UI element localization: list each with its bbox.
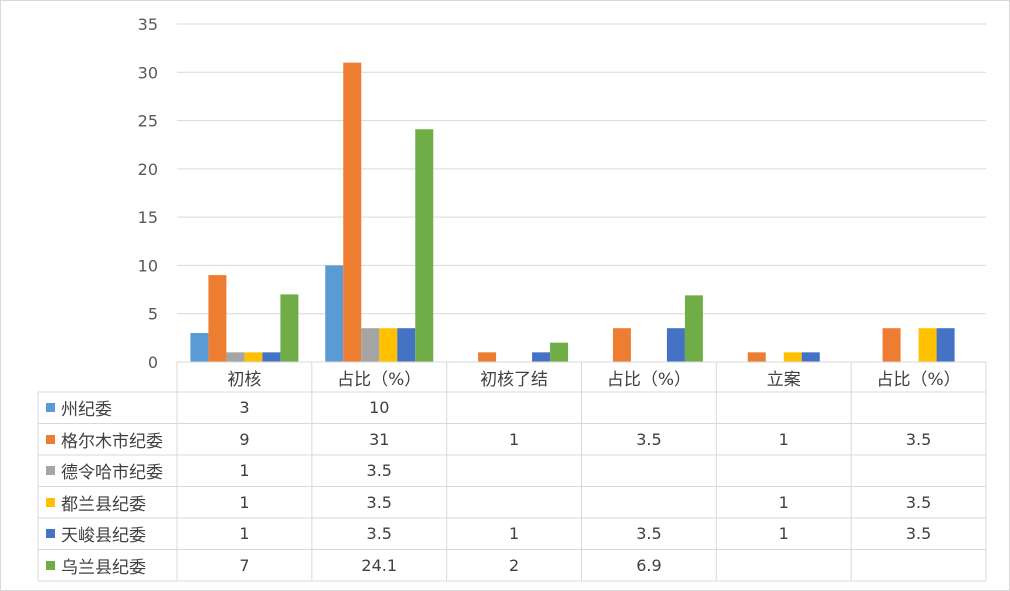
category-label: 占比（%） (606, 369, 691, 390)
data-label (716, 392, 851, 424)
series-name: 都兰县纪委 (61, 494, 146, 515)
bar-1-4 (397, 328, 416, 362)
data-label: 3 (239, 398, 250, 418)
data-label (447, 455, 582, 487)
data-label (582, 487, 717, 519)
data-label: 31 (369, 429, 390, 449)
legend-entry: 州纪委 (38, 392, 177, 424)
data-label (447, 487, 582, 519)
data-label: 2 (508, 555, 520, 575)
bar-0-3 (244, 352, 263, 362)
bar-5-4 (936, 328, 955, 362)
category-label: 立案 (766, 369, 801, 390)
data-label: 6.9 (636, 555, 662, 575)
y-tick-label: 25 (138, 112, 158, 131)
bar-2-4 (532, 352, 551, 362)
data-label: 1 (239, 461, 250, 481)
bar-5-1 (882, 328, 901, 362)
y-tick-label: 5 (148, 305, 158, 324)
data-label: 1 (778, 492, 789, 512)
data-label (716, 550, 851, 582)
bar-0-5 (280, 294, 299, 362)
legend-swatch (46, 529, 55, 539)
legend-entry: 格尔木市纪委 (38, 424, 177, 456)
y-tick-label: 35 (138, 15, 158, 34)
data-label: 3.5 (366, 492, 392, 512)
bar-0-2 (226, 352, 245, 362)
data-label: 1 (239, 524, 250, 544)
data-label: 1 (508, 429, 520, 449)
bar-0-4 (262, 352, 281, 362)
y-tick-label: 20 (138, 160, 158, 179)
data-label: 1 (778, 429, 789, 449)
bar-1-0 (325, 265, 344, 362)
data-label (447, 392, 582, 424)
data-label: 3.5 (636, 429, 662, 449)
data-label (582, 392, 717, 424)
data-label (582, 455, 717, 487)
legend-swatch (46, 434, 55, 444)
data-label: 3.5 (366, 524, 392, 544)
legend-entry: 都兰县纪委 (38, 487, 177, 519)
series-name: 州纪委 (61, 400, 112, 421)
bar-3-5 (684, 295, 703, 362)
bar-1-1 (343, 62, 362, 362)
data-label: 1 (778, 524, 789, 544)
y-tick-label: 15 (138, 208, 158, 227)
data-label: 3.5 (905, 524, 932, 544)
data-label: 7 (239, 555, 250, 575)
y-tick-label: 10 (138, 256, 158, 275)
legend-entry: 德令哈市纪委 (38, 455, 177, 487)
data-label: 10 (369, 398, 390, 418)
bar-1-5 (415, 129, 434, 362)
bar-3-4 (666, 328, 685, 362)
bar-0-1 (208, 275, 227, 362)
data-label: 1 (508, 524, 520, 544)
series-name: 格尔木市纪委 (61, 431, 163, 452)
bar-2-1 (478, 352, 497, 362)
bar-4-3 (783, 352, 802, 362)
category-label: 初核了结 (480, 369, 549, 390)
legend-swatch (46, 560, 55, 570)
data-label: 3.5 (636, 524, 662, 544)
category-label: 占比（%） (876, 369, 961, 390)
series-name: 德令哈市纪委 (61, 463, 163, 484)
bar-4-1 (747, 352, 766, 362)
data-label: 1 (239, 492, 250, 512)
legend-swatch (46, 403, 55, 413)
bar-0-0 (190, 333, 209, 362)
category-label: 初核 (227, 369, 262, 390)
bar-3-1 (612, 328, 631, 362)
legend-swatch (46, 466, 55, 476)
data-label (851, 550, 986, 582)
series-name: 乌兰县纪委 (61, 557, 146, 578)
y-tick-label: 0 (148, 353, 158, 372)
data-label: 3.5 (905, 429, 932, 449)
bar-5-3 (918, 328, 937, 362)
data-label (851, 455, 986, 487)
series-name: 天峻县纪委 (61, 526, 146, 547)
data-label (851, 392, 986, 424)
legend-swatch (46, 497, 55, 507)
data-label: 24.1 (361, 555, 398, 575)
bar-1-3 (379, 328, 398, 362)
data-label: 3.5 (366, 461, 392, 481)
y-tick-label: 30 (138, 63, 158, 82)
legend-entry: 乌兰县纪委 (38, 550, 177, 582)
data-label (716, 455, 851, 487)
bar-2-5 (550, 342, 569, 362)
bar-1-2 (361, 328, 380, 362)
data-label: 3.5 (905, 492, 932, 512)
legend-entry: 天峻县纪委 (38, 518, 177, 550)
data-label: 9 (239, 429, 250, 449)
bar-4-4 (801, 352, 820, 362)
category-label: 占比（%） (337, 369, 422, 390)
